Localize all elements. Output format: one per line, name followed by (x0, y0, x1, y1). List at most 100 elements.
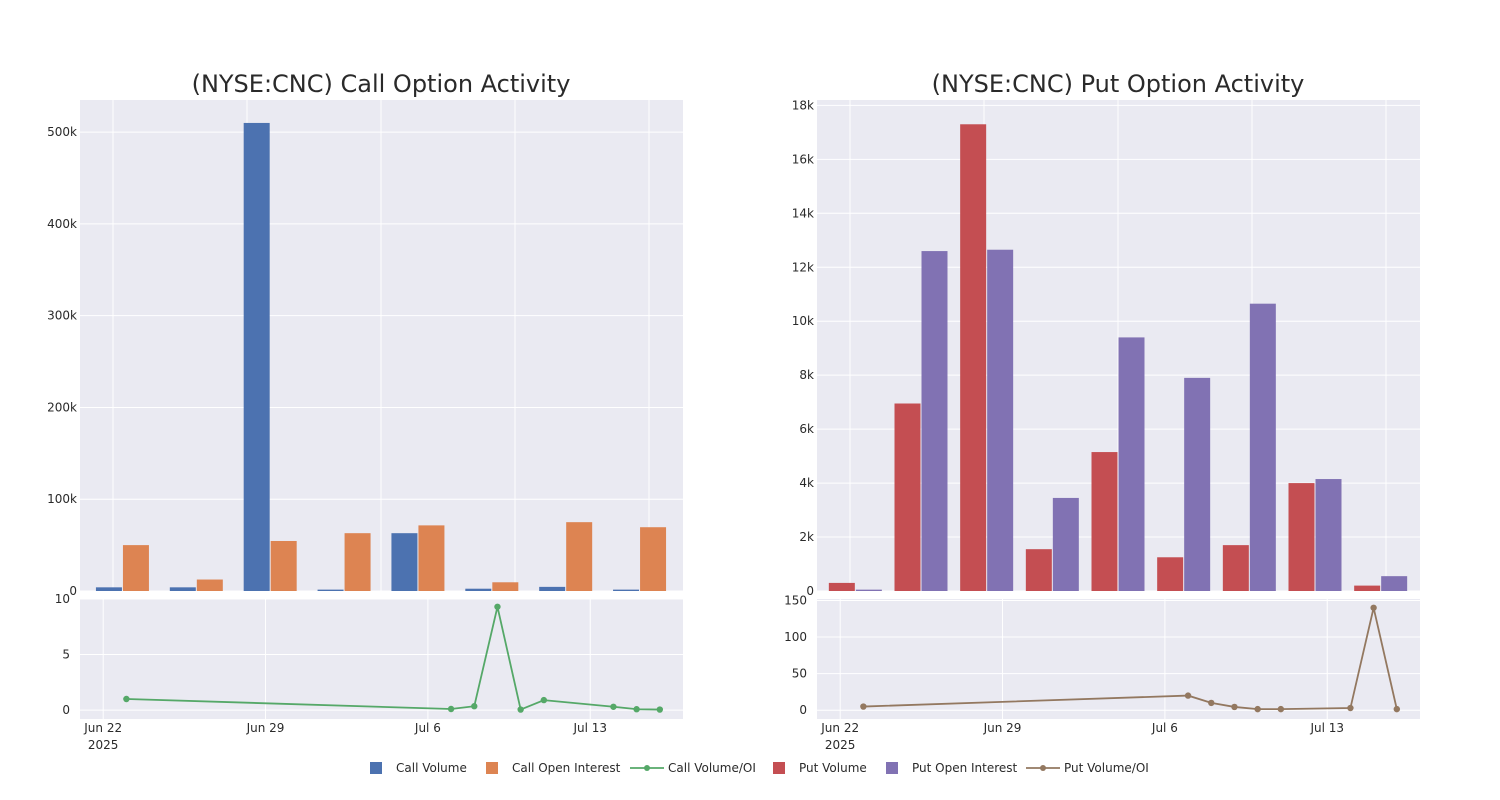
call-bar-volume (465, 588, 492, 591)
legend-swatch (486, 762, 498, 774)
put-ytick-label: 18k (792, 98, 814, 112)
call-bar-panel: 0 100k 200k 300k 400k 500k (47, 100, 683, 598)
put-ratio-point (860, 703, 867, 710)
legend-swatch (370, 762, 382, 774)
call-ratio-point (123, 695, 130, 703)
call-ratio-point (610, 703, 617, 710)
call-ratio-ytick-label: 5 (62, 648, 70, 662)
put-ratio-point (1370, 604, 1377, 611)
call-bar-volume (243, 122, 270, 592)
put-ratio-ytick-label: 150 (784, 593, 807, 607)
legend-label: Call Volume (396, 761, 467, 775)
put-bar-volume (894, 403, 921, 591)
put-bar-open-interest (987, 249, 1014, 591)
call-ytick-label: 100k (47, 492, 77, 506)
call-ratio-point (517, 706, 524, 713)
put-ratio-point (1184, 692, 1192, 699)
legend-label: Put Volume (799, 761, 867, 775)
call-ytick-label: 500k (47, 125, 77, 139)
put-ratio-point (1347, 704, 1354, 712)
call-bar-open-interest (122, 545, 149, 591)
call-ratio-point (494, 603, 501, 610)
call-ratio-xtick-label: Jul 13 (572, 721, 607, 735)
call-ratio-xtick-label: Jun 22 (83, 721, 122, 735)
call-bar-open-interest (418, 525, 445, 591)
call-bar-open-interest (270, 540, 297, 591)
put-bar-volume (1091, 452, 1118, 591)
put-ytick-label: 0 (806, 584, 814, 598)
put-ratio-point (1277, 705, 1285, 713)
put-bar-volume (1157, 557, 1184, 591)
call-bar-open-interest (492, 582, 519, 591)
put-ratio-point (1254, 705, 1261, 713)
put-bar-open-interest (1118, 337, 1145, 591)
put-ratio-xtick-label: Jun 29 (983, 721, 1022, 735)
put-ytick-label: 12k (792, 260, 814, 274)
put-bar-panel: 0 2k 4k 6k 8k 10k 12k 14k 16k 18k (792, 98, 1420, 598)
legend-marker (644, 765, 650, 771)
put-ratio-xtick-label: Jul 6 (1151, 721, 1178, 735)
call-ytick-label: 400k (47, 217, 77, 231)
put-ratio-panel: Jun 22 2025 Jun 29 Jul 6 Jul 13 0 50 100 150 (784, 593, 1420, 752)
put-bar-open-interest (855, 589, 882, 591)
legend: Call Volume Call Open Interest Call Volume… (370, 761, 1149, 775)
put-bar-volume (828, 582, 855, 591)
put-ytick-label: 2k (799, 530, 814, 544)
call-ratio-point (471, 703, 478, 710)
call-ratio-plot-area (80, 599, 683, 719)
put-ratio-xtick-label: Jul 13 (1309, 721, 1344, 735)
put-ratio-point (1231, 703, 1238, 711)
put-bar-volume (1222, 545, 1249, 591)
put-bar-open-interest (1381, 576, 1408, 591)
put-ytick-label: 16k (792, 152, 814, 166)
call-ratio-panel: Jun 22 2025 Jun 29 Jul 6 Jul 13 0 5 10 (55, 592, 683, 752)
put-ratio-ytick-label: 0 (799, 703, 807, 717)
put-ratio-plot-area (817, 599, 1420, 719)
call-bar-volume (95, 587, 122, 591)
put-ratio-point (1393, 705, 1401, 713)
call-bar-open-interest (640, 527, 667, 591)
legend-label: Put Volume/OI (1064, 761, 1149, 775)
put-bar-volume (1025, 549, 1052, 591)
call-ratio-point (540, 696, 548, 704)
legend-label: Call Volume/OI (668, 761, 756, 775)
call-bar-open-interest (344, 533, 371, 591)
put-bar-open-interest (1249, 303, 1276, 591)
put-ytick-label: 6k (799, 422, 814, 436)
put-ytick-label: 4k (799, 476, 814, 490)
legend-marker (1040, 765, 1046, 771)
put-bar-volume (1354, 585, 1381, 591)
legend-label: Put Open Interest (912, 761, 1018, 775)
call-bar-volume (169, 587, 196, 591)
call-ratio-point (633, 706, 640, 713)
call-ratio-point (447, 705, 455, 713)
put-ratio-ytick-label: 50 (792, 667, 807, 681)
call-ratio-ytick-label: 0 (62, 703, 70, 717)
call-bar-volume (317, 589, 344, 591)
call-ratio-xtick-label: Jul 6 (414, 721, 441, 735)
call-ratio-ytick-label: 10 (55, 592, 70, 606)
call-ytick-label: 0 (69, 584, 77, 598)
call-ratio-xtick-year: 2025 (88, 738, 119, 752)
put-bar-open-interest (1052, 497, 1079, 591)
call-bar-open-interest (566, 522, 593, 591)
put-ytick-label: 14k (792, 206, 814, 220)
legend-swatch (773, 762, 785, 774)
call-ytick-label: 200k (47, 400, 77, 414)
call-bar-volume (613, 589, 640, 591)
put-ytick-label: 10k (792, 314, 814, 328)
call-bar-open-interest (196, 579, 223, 591)
call-bar-volume (539, 586, 566, 591)
put-ratio-point (1208, 699, 1215, 707)
put-bar-volume (1288, 483, 1315, 591)
legend-label: Call Open Interest (512, 761, 621, 775)
legend-swatch (886, 762, 898, 774)
put-bar-open-interest (1315, 479, 1342, 591)
call-ratio-xtick-label: Jun 29 (246, 721, 285, 735)
put-bar-open-interest (1184, 377, 1211, 591)
put-ratio-xtick-label: Jun 22 (820, 721, 859, 735)
put-ytick-label: 8k (799, 368, 814, 382)
call-ratio-point (656, 706, 664, 713)
put-ratio-ytick-label: 100 (784, 630, 807, 644)
